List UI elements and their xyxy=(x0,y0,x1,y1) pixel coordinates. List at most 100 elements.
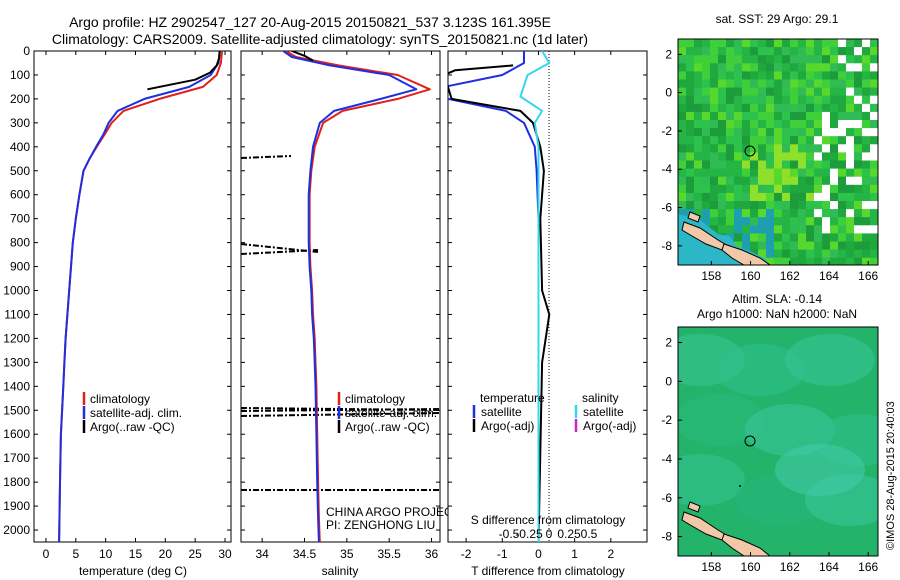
sst-cell xyxy=(846,201,855,210)
sst-cell xyxy=(798,184,807,194)
sst-cell xyxy=(838,79,847,88)
sst-cell xyxy=(822,95,831,104)
sst-cell xyxy=(854,111,863,121)
sst-cell xyxy=(678,63,687,72)
sst-cell xyxy=(790,95,799,104)
sst-cell xyxy=(830,55,839,64)
sst-cell xyxy=(718,176,727,185)
sst-map-frame xyxy=(677,38,879,266)
sst-cell xyxy=(814,128,823,137)
sst-cell xyxy=(854,55,863,64)
sst-cell xyxy=(702,144,711,153)
sst-cell xyxy=(822,160,831,169)
sst-cell xyxy=(846,168,855,177)
sst-cell xyxy=(870,257,878,265)
sst-cell xyxy=(870,103,878,113)
sst-cell xyxy=(838,95,847,104)
sst-cell xyxy=(734,225,743,234)
sst-cell xyxy=(758,176,767,185)
sst-cell xyxy=(774,63,783,72)
salinity-xlabel: salinity xyxy=(322,564,359,578)
sst-cell xyxy=(758,144,767,153)
sst-cell xyxy=(838,201,847,210)
y-tick-label: 300 xyxy=(10,116,30,130)
sst-cell xyxy=(790,160,799,169)
sst-cell xyxy=(774,47,783,56)
sst-cell xyxy=(814,71,823,80)
sst-cell xyxy=(774,95,783,104)
sst-cell xyxy=(710,225,719,234)
sst-cell xyxy=(854,233,863,242)
sst-cell xyxy=(718,79,727,88)
temperature-series xyxy=(58,51,223,542)
sst-cell xyxy=(798,111,807,121)
sst-cell xyxy=(782,103,791,113)
sst-cell xyxy=(790,233,799,242)
sst-cell xyxy=(806,249,815,258)
legend-label-satellite: satellite-adj. clim. xyxy=(90,406,182,420)
sst-cell xyxy=(862,87,871,96)
sst-cell xyxy=(782,128,791,137)
sst-cell xyxy=(758,136,767,145)
sst-cell xyxy=(718,144,727,153)
sst-cell xyxy=(734,95,743,104)
sst-cell xyxy=(790,79,799,88)
sst-cell xyxy=(854,217,863,226)
sst-cell xyxy=(766,152,775,161)
sst-cell xyxy=(846,47,855,56)
sst-cell xyxy=(702,184,711,194)
sst-cell xyxy=(718,95,727,104)
y-tick-label: 2000 xyxy=(3,523,30,537)
salinity-x-axis: 34 34.5 35 35.5 36 xyxy=(255,51,439,561)
sst-cell xyxy=(734,71,743,80)
sst-cell xyxy=(806,192,815,202)
sst-cell xyxy=(798,160,807,169)
sst-cell xyxy=(838,55,847,64)
map-x-tick-label: 164 xyxy=(819,269,839,283)
sst-cell xyxy=(758,168,767,177)
sst-cell xyxy=(766,184,775,194)
sst-cell xyxy=(694,95,703,104)
sst-cell xyxy=(862,217,871,226)
sst-cell xyxy=(702,111,711,121)
sst-cell xyxy=(822,136,831,145)
sst-cell xyxy=(702,217,711,226)
map-x-tick-label: 160 xyxy=(741,560,761,574)
sst-cell xyxy=(798,103,807,113)
sst-cell xyxy=(870,152,878,161)
y-tick-label: 1400 xyxy=(3,379,30,393)
sst-cell xyxy=(726,87,735,96)
sst-cell xyxy=(854,225,863,234)
sst-cell xyxy=(726,152,735,161)
sst-cell xyxy=(726,209,735,218)
sst-cell xyxy=(702,176,711,185)
legend-temperature-title: temperature xyxy=(480,391,545,405)
sst-cell xyxy=(806,168,815,177)
sst-cell xyxy=(774,217,783,226)
sst-cell xyxy=(806,136,815,145)
sst-cell xyxy=(822,257,831,265)
pi-label: PI: ZENGHONG LIU xyxy=(326,518,435,532)
sst-cell xyxy=(814,160,823,169)
sst-cell xyxy=(830,63,839,72)
sst-cell xyxy=(814,201,823,210)
sst-cell xyxy=(686,136,695,145)
sst-cell xyxy=(702,71,711,80)
sst-cell xyxy=(806,184,815,194)
sst-cell xyxy=(806,71,815,80)
sst-cell xyxy=(798,63,807,72)
sst-cell xyxy=(734,111,743,121)
sst-cell xyxy=(798,201,807,210)
sst-cell xyxy=(750,71,759,80)
sst-cell xyxy=(870,39,878,48)
sst-cell xyxy=(678,87,687,96)
sst-cell xyxy=(838,39,847,48)
sst-cell xyxy=(742,209,751,218)
sst-cell xyxy=(726,184,735,194)
sst-map-axes: 158 160 162 164 166 2 0 -2 -4 -6 -8 xyxy=(661,47,878,283)
sst-cell xyxy=(790,225,799,234)
sst-cell xyxy=(854,136,863,145)
sst-cell xyxy=(678,39,687,48)
sst-cell xyxy=(870,192,878,202)
sst-cell xyxy=(710,39,719,48)
